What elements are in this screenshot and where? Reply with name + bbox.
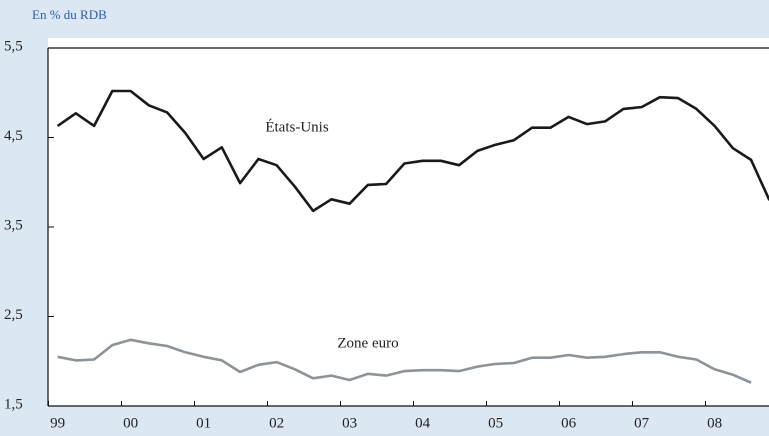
x-tick-label: 04 (415, 415, 431, 431)
plot-area (48, 38, 769, 406)
y-tick-label: 5,5 (4, 38, 23, 54)
y-tick-label: 1,5 (4, 396, 23, 412)
x-tick-label: 99 (50, 415, 65, 431)
x-tick-label: 07 (634, 415, 650, 431)
x-tick-label: 02 (269, 415, 284, 431)
y-tick-label: 2,5 (4, 307, 23, 323)
line-series (56, 89, 769, 213)
annotation: États-Unis (265, 118, 328, 135)
x-tick-label: 03 (342, 415, 357, 431)
line-series (57, 338, 752, 384)
x-tick-label: 00 (123, 415, 138, 431)
y-tick-label: 4,5 (4, 128, 23, 144)
subtitle: En % du RDB (32, 7, 107, 22)
x-tick-label: 01 (196, 415, 211, 431)
x-tick-label: 08 (707, 415, 722, 431)
y-tick-label: 3,5 (4, 217, 23, 233)
x-tick-label: 06 (561, 415, 577, 431)
annotation: Zone euro (337, 335, 398, 351)
x-tick-label: 05 (488, 415, 503, 431)
